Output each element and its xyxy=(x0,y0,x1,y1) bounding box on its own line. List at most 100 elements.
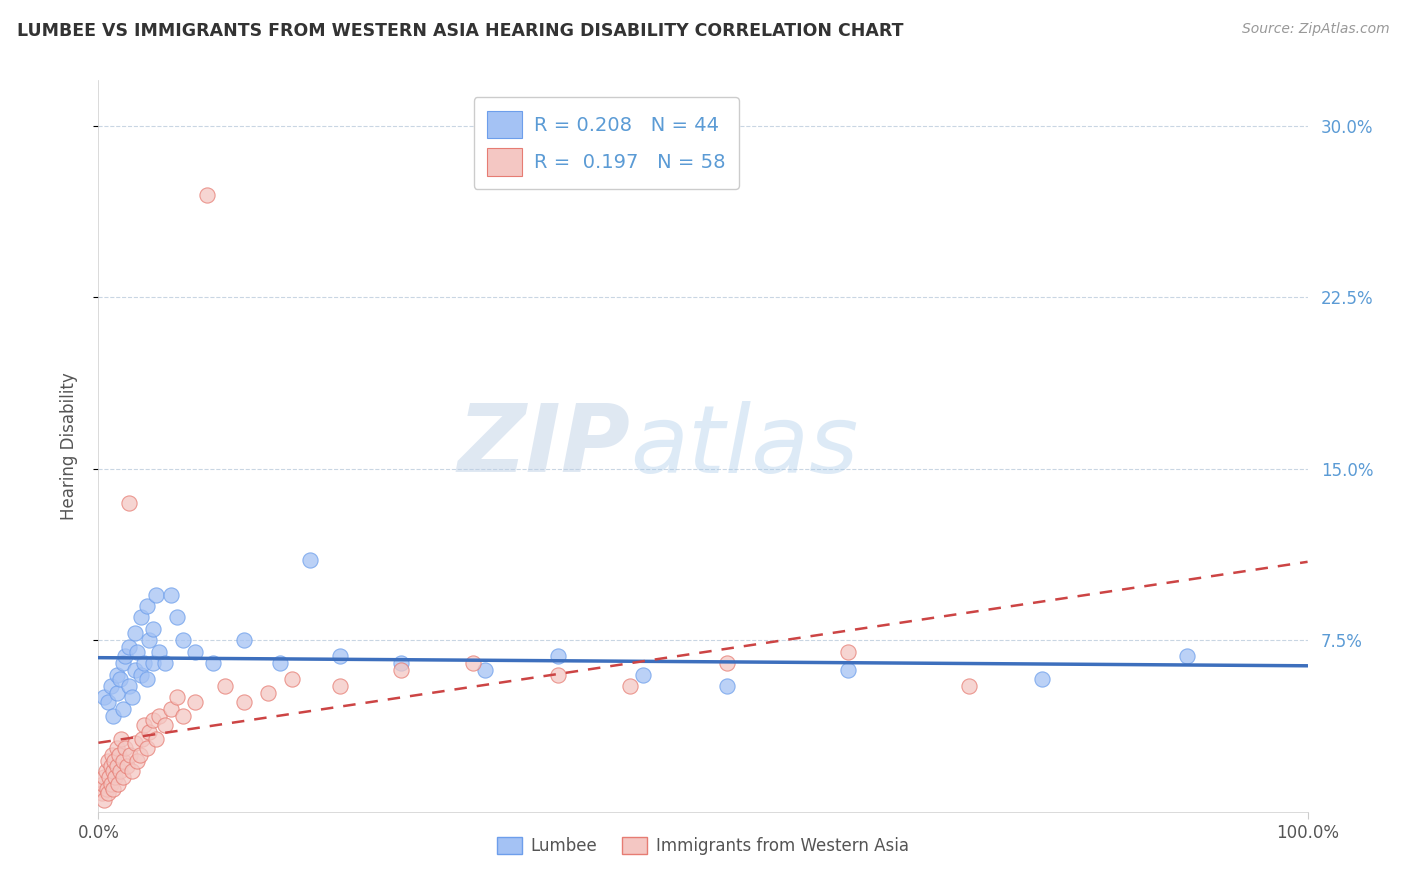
Point xyxy=(166,690,188,705)
Point xyxy=(101,708,124,723)
Point xyxy=(105,667,128,681)
Point xyxy=(91,787,114,801)
Point xyxy=(118,496,141,510)
Point xyxy=(94,764,117,778)
Point xyxy=(93,771,115,785)
Point xyxy=(957,679,980,693)
Point xyxy=(100,747,122,762)
Point xyxy=(97,787,120,801)
Point xyxy=(121,690,143,705)
Point xyxy=(329,679,352,693)
Point xyxy=(142,622,165,636)
Point xyxy=(101,764,124,778)
Point xyxy=(105,686,128,700)
Point xyxy=(547,667,569,681)
Point xyxy=(232,633,254,648)
Point xyxy=(121,764,143,778)
Point xyxy=(145,731,167,746)
Point xyxy=(129,610,152,624)
Point xyxy=(100,679,122,693)
Point xyxy=(172,708,194,723)
Point xyxy=(148,708,170,723)
Point xyxy=(172,633,194,648)
Point xyxy=(160,588,183,602)
Point xyxy=(124,736,146,750)
Point xyxy=(114,740,136,755)
Point xyxy=(93,690,115,705)
Point xyxy=(98,771,121,785)
Point xyxy=(138,724,160,739)
Point xyxy=(111,702,134,716)
Point xyxy=(97,755,120,769)
Point xyxy=(837,645,859,659)
Point xyxy=(110,731,132,746)
Point xyxy=(631,667,654,681)
Point xyxy=(127,755,149,769)
Point xyxy=(108,764,131,778)
Point xyxy=(716,679,738,693)
Point xyxy=(124,626,146,640)
Point xyxy=(91,777,114,791)
Point xyxy=(142,656,165,670)
Point xyxy=(299,553,322,567)
Point xyxy=(101,781,124,796)
Point xyxy=(114,649,136,664)
Point xyxy=(184,645,207,659)
Point xyxy=(142,714,165,728)
Point xyxy=(1175,649,1198,664)
Point xyxy=(135,599,157,613)
Text: LUMBEE VS IMMIGRANTS FROM WESTERN ASIA HEARING DISABILITY CORRELATION CHART: LUMBEE VS IMMIGRANTS FROM WESTERN ASIA H… xyxy=(17,22,904,40)
Point xyxy=(103,755,125,769)
Point xyxy=(281,672,304,686)
Point xyxy=(269,656,291,670)
Text: atlas: atlas xyxy=(630,401,859,491)
Text: ZIP: ZIP xyxy=(457,400,630,492)
Point xyxy=(96,781,118,796)
Point xyxy=(111,755,134,769)
Point xyxy=(108,672,131,686)
Point xyxy=(108,747,131,762)
Point xyxy=(463,656,485,670)
Point xyxy=(105,759,128,773)
Point xyxy=(619,679,641,693)
Point xyxy=(124,663,146,677)
Point xyxy=(547,649,569,664)
Point xyxy=(232,695,254,709)
Point xyxy=(90,781,112,796)
Point xyxy=(117,759,139,773)
Point xyxy=(134,656,156,670)
Point xyxy=(166,610,188,624)
Point xyxy=(195,187,218,202)
Point xyxy=(129,667,152,681)
Point xyxy=(134,718,156,732)
Point xyxy=(127,645,149,659)
Point xyxy=(214,679,236,693)
Point xyxy=(111,656,134,670)
Y-axis label: Hearing Disability: Hearing Disability xyxy=(59,372,77,520)
Point xyxy=(145,588,167,602)
Point xyxy=(389,656,412,670)
Point xyxy=(97,695,120,709)
Point xyxy=(329,649,352,664)
Legend: Lumbee, Immigrants from Western Asia: Lumbee, Immigrants from Western Asia xyxy=(491,830,915,862)
Point xyxy=(837,663,859,677)
Point xyxy=(118,747,141,762)
Text: Source: ZipAtlas.com: Source: ZipAtlas.com xyxy=(1241,22,1389,37)
Point xyxy=(474,663,496,677)
Point xyxy=(184,695,207,709)
Point xyxy=(118,679,141,693)
Point xyxy=(128,747,150,762)
Point xyxy=(389,663,412,677)
Point xyxy=(93,793,115,807)
Point xyxy=(131,731,153,746)
Point xyxy=(135,740,157,755)
Point xyxy=(105,740,128,755)
Point xyxy=(107,777,129,791)
Point xyxy=(104,771,127,785)
Point xyxy=(160,702,183,716)
Point xyxy=(135,672,157,686)
Point xyxy=(202,656,225,670)
Point xyxy=(153,718,176,732)
Point xyxy=(256,686,278,700)
Point xyxy=(153,656,176,670)
